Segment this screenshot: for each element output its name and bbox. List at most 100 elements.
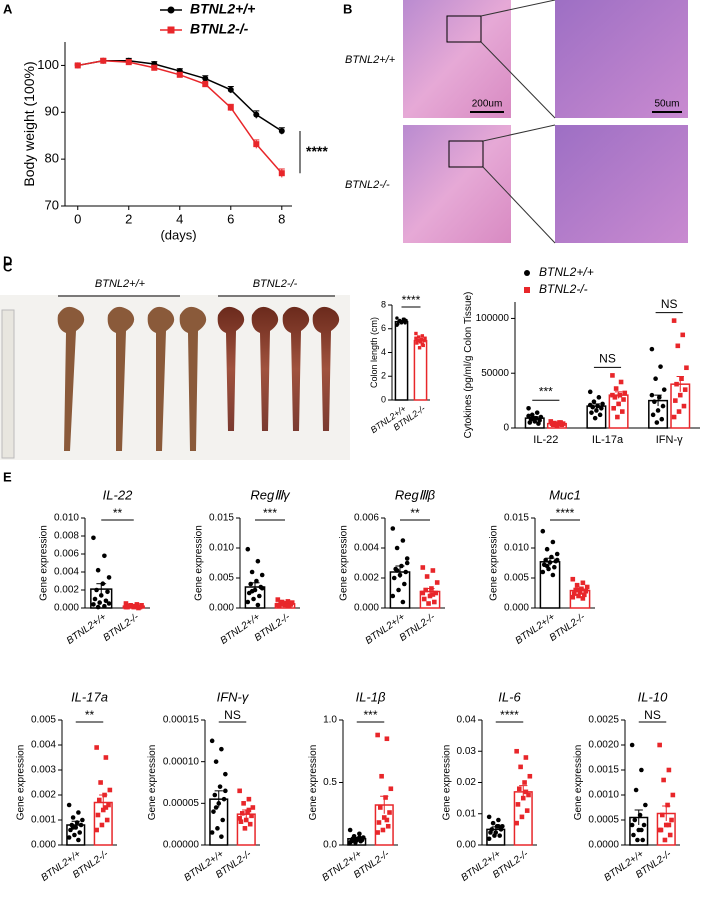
data-point	[652, 399, 657, 405]
data-point	[237, 816, 242, 821]
data-point	[550, 572, 556, 578]
x-tick-label: BTNL2+/+	[514, 612, 558, 647]
data-point	[285, 603, 291, 608]
data-point	[254, 578, 259, 584]
data-point	[257, 593, 262, 599]
data-point	[106, 802, 111, 808]
data-point	[94, 827, 99, 833]
x-tick-label: IL-17a	[592, 434, 624, 446]
y-tick-label: 0.04	[457, 715, 477, 726]
y-tick-label: 0.005	[504, 573, 529, 584]
data-point	[639, 767, 644, 773]
y-tick-label: 0.0025	[588, 715, 619, 726]
y-tick-label: 0.006	[354, 513, 379, 524]
y-tick-label: 0.0	[323, 840, 337, 851]
data-point	[385, 823, 391, 829]
data-point	[554, 551, 560, 557]
data-point	[77, 830, 83, 835]
data-point	[420, 565, 426, 570]
data-point	[519, 814, 525, 820]
colon-photo	[0, 295, 350, 460]
data-point	[666, 767, 672, 773]
y-tick-label: 0.03	[457, 746, 477, 757]
data-point	[587, 389, 593, 395]
data-point	[527, 420, 533, 425]
x-axis-label: (days)	[160, 227, 196, 242]
data-point	[247, 821, 253, 827]
bar	[413, 339, 428, 401]
data-point	[617, 392, 623, 398]
histology-image	[403, 125, 511, 243]
point	[202, 75, 209, 82]
y-axis-label: Gene expression	[308, 745, 319, 821]
point	[278, 128, 285, 135]
chart-title: IL-10	[638, 689, 668, 704]
data-point	[643, 802, 648, 808]
y-tick-label: 0.5	[323, 777, 337, 788]
data-point	[488, 830, 493, 835]
data-point	[597, 412, 603, 418]
data-point	[554, 557, 560, 563]
data-point	[522, 780, 527, 785]
y-tick-label: 0.02	[457, 777, 477, 788]
data-point	[242, 826, 248, 831]
x-tick-label: BTNL2+/+	[219, 612, 263, 647]
y-tick-label: 90	[45, 104, 59, 119]
data-point	[96, 797, 102, 803]
data-point	[653, 376, 658, 381]
data-point	[650, 412, 656, 418]
scale-label: 200um	[472, 99, 503, 110]
data-point	[594, 408, 599, 413]
data-point	[219, 834, 224, 839]
data-point	[632, 817, 638, 823]
data-point	[544, 546, 550, 552]
data-point	[665, 802, 670, 808]
data-point	[390, 593, 396, 599]
data-point	[243, 817, 249, 823]
data-point	[103, 755, 109, 760]
y-tick-label: 0.00	[457, 840, 477, 851]
data-point	[70, 825, 76, 830]
data-point	[544, 563, 550, 569]
data-point	[249, 813, 254, 819]
data-point	[423, 587, 428, 593]
data-point	[490, 820, 496, 826]
panel-label: E	[3, 469, 12, 484]
y-tick-label: 0.000	[31, 840, 56, 851]
sig-label: ****	[556, 506, 575, 520]
y-tick-label: 0.000	[354, 603, 379, 614]
data-point	[424, 574, 430, 579]
y-tick-label: 50000	[481, 368, 509, 379]
sig-label: ***	[363, 708, 377, 722]
group-label: BTNL2+/+	[95, 278, 146, 290]
data-point	[237, 788, 242, 794]
data-point	[347, 827, 353, 833]
data-point	[223, 771, 228, 777]
data-point	[486, 814, 492, 820]
data-point	[394, 545, 400, 551]
data-point	[376, 820, 382, 825]
data-point	[641, 822, 647, 828]
data-point	[400, 538, 406, 543]
y-tick-label: 0.000	[209, 603, 234, 614]
legend-label: BTNL2+/+	[190, 1, 255, 17]
data-point	[589, 410, 594, 415]
data-point	[524, 808, 530, 813]
y-axis-label: Gene expression	[16, 745, 27, 821]
y-axis-label: Gene expression	[489, 525, 500, 601]
data-point	[661, 387, 667, 392]
histology-images	[403, 0, 688, 244]
ruler	[1, 309, 15, 459]
data-point	[217, 784, 223, 789]
panel-label: B	[343, 1, 352, 16]
point	[278, 170, 285, 177]
y-tick-label: 6	[381, 323, 386, 333]
y-tick-label: 0.002	[31, 790, 56, 801]
data-point	[80, 817, 85, 823]
data-point	[669, 817, 674, 823]
data-point	[375, 732, 380, 738]
data-point	[582, 592, 587, 598]
data-point	[639, 827, 644, 833]
sig-label: NS	[224, 708, 241, 722]
data-point	[591, 399, 597, 405]
